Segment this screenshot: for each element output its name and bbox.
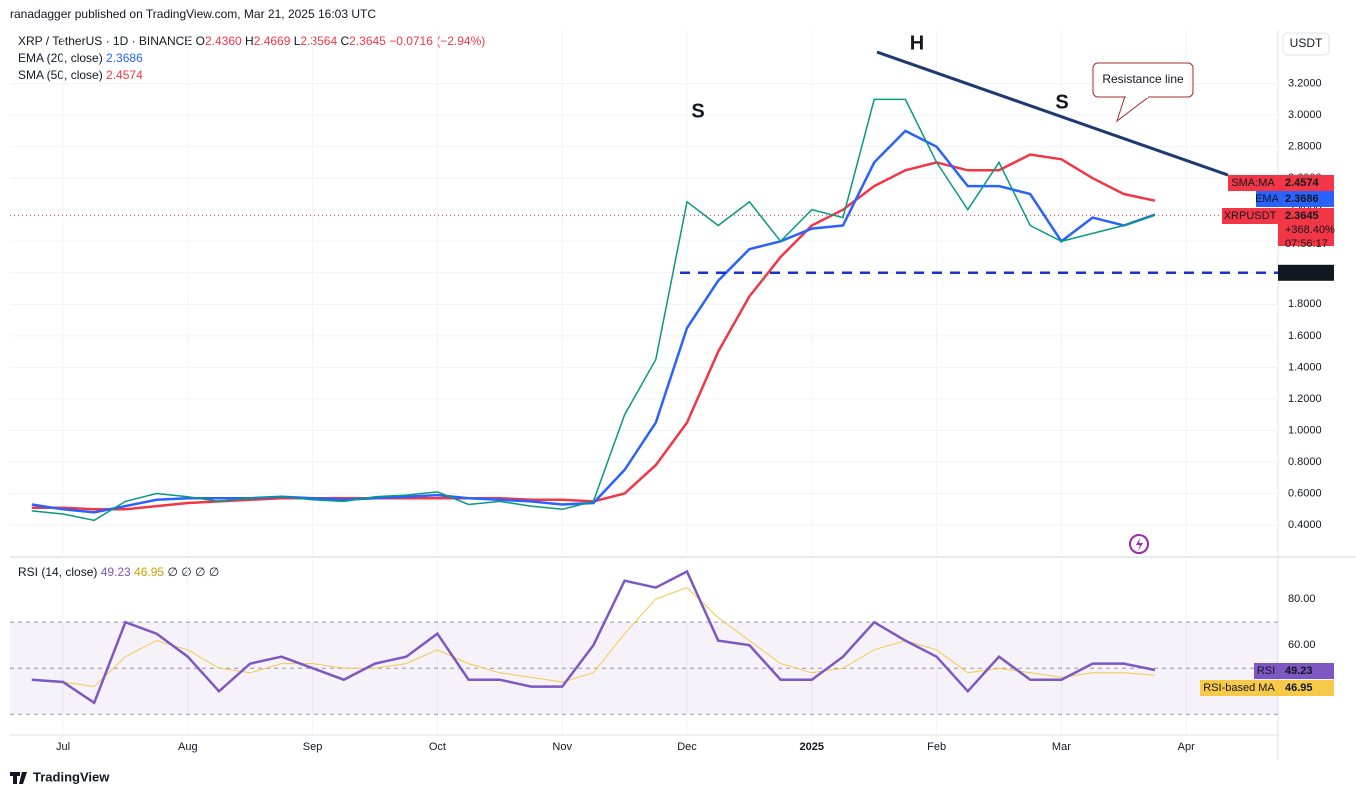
axis-unit: USDT [1290, 36, 1323, 50]
x-tick-label: Apr [1178, 741, 1195, 753]
symbol-legend: XRP / TetherUS · 1D · BINANCE O2.4360 H2… [18, 34, 485, 48]
series-line [31, 98, 1156, 522]
badge-value-bg [1278, 191, 1334, 207]
badge-label-bg [1200, 680, 1278, 696]
badge-value: 46.95 [1285, 682, 1313, 694]
legend-value: 49.23 [101, 565, 131, 579]
pattern-label: S [1055, 91, 1068, 113]
callout-fix [1126, 95, 1148, 98]
unit-box[interactable] [1282, 32, 1330, 56]
badge-countdown: 07:56:17 [1285, 238, 1328, 250]
sma-legend: SMA (50, close) 2.4574 [18, 68, 143, 82]
callout-pointer [1116, 95, 1151, 123]
badge-label: XRPUSDT [1224, 210, 1277, 222]
badge-value: 2.3686 [1285, 193, 1319, 205]
alert-bolt [1136, 538, 1143, 551]
pattern-label: H [910, 32, 924, 54]
x-tick-label: 2025 [800, 741, 824, 753]
legend-value: 2.4574 [106, 68, 143, 82]
y-tick-label: 0.8000 [1288, 456, 1322, 468]
y-tick-label: 60.00 [1288, 639, 1316, 651]
badge-label: SMA:MA [1231, 177, 1275, 189]
y-tick-label: 1.4000 [1288, 361, 1322, 373]
badge-value-bg [1278, 175, 1334, 191]
badge-label-bg [1256, 191, 1278, 207]
support-label: 2.0000 [1285, 267, 1319, 279]
x-tick-label: Nov [552, 741, 572, 753]
badge-value-bg [1278, 663, 1334, 679]
symbol: XRP / TetherUS · 1D · BINANCE [18, 34, 192, 48]
x-tick-label: Aug [178, 741, 198, 753]
badge-label: RSI-based MA [1203, 682, 1275, 694]
legend-value: 2.3686 [106, 51, 143, 65]
legend-value: 46.95 [134, 565, 164, 579]
legend-name: RSI (14, close) [18, 565, 97, 579]
callout-text: Resistance line [1102, 72, 1184, 86]
badge-value: 2.3645 [1285, 210, 1319, 222]
badge-label: EMA [1255, 193, 1280, 205]
resistance-line [876, 50, 1229, 177]
y-tick-label: 3.0000 [1288, 109, 1322, 121]
y-tick-label: 1.8000 [1288, 298, 1322, 310]
brand-logo [10, 772, 27, 784]
legend-name: EMA (20, close) [18, 51, 103, 65]
legend-name: SMA (50, close) [18, 68, 103, 82]
ohlc-value: 2.3645 [349, 34, 386, 48]
ohlc-value: 2.4360 [205, 34, 242, 48]
y-tick-label: 2.8000 [1288, 141, 1322, 153]
support-badge [1278, 264, 1334, 281]
series-line [31, 153, 1156, 511]
y-tick-label: 80.00 [1288, 593, 1316, 605]
y-tick-label: 0.6000 [1288, 487, 1322, 499]
badge-value: 49.23 [1285, 665, 1313, 677]
badge-change: +368.40% [1285, 224, 1335, 236]
ohlc-key: H [245, 34, 254, 48]
badge-label-bg [1222, 208, 1278, 224]
rsi-legend: RSI (14, close) 49.23 46.95 ∅ ∅ ∅ ∅ [18, 565, 219, 579]
badge-label-bg [1228, 175, 1278, 191]
x-tick-label: Jul [56, 741, 70, 753]
pattern-label: S [691, 100, 704, 122]
ema-legend: EMA (20, close) 2.3686 [18, 51, 143, 65]
y-tick-label: 1.6000 [1288, 330, 1322, 342]
series-line [31, 129, 1156, 514]
badge-value-bg [1278, 208, 1334, 246]
legend-extra: ∅ ∅ ∅ ∅ [167, 565, 219, 579]
x-tick-label: Feb [927, 741, 946, 753]
x-tick-label: Sep [303, 741, 323, 753]
ohlc-key: L [294, 34, 301, 48]
series-line [31, 587, 1156, 688]
badge-label-bg [1254, 663, 1278, 679]
ohlc-value: 2.4669 [254, 34, 291, 48]
y-tick-label: 1.2000 [1288, 393, 1322, 405]
y-tick-label: 3.2000 [1288, 78, 1322, 90]
x-tick-label: Oct [429, 741, 446, 753]
ohlc-value: 2.3564 [300, 34, 337, 48]
series-line [31, 569, 1156, 705]
ohlc-key: O [196, 34, 205, 48]
badge-value: 2.4574 [1285, 177, 1320, 189]
x-tick-label: Mar [1052, 741, 1071, 753]
y-tick-label: 1.0000 [1288, 424, 1322, 436]
alert-icon[interactable] [1129, 534, 1149, 554]
y-tick-label: 0.4000 [1288, 519, 1322, 531]
x-tick-label: Dec [677, 741, 697, 753]
brand: TradingView [33, 769, 110, 784]
publisher: ranadagger published on TradingView.com,… [10, 7, 376, 21]
ohlc-key: C [340, 34, 349, 48]
badge-label: RSI [1257, 665, 1275, 677]
badge-value-bg [1278, 680, 1334, 696]
